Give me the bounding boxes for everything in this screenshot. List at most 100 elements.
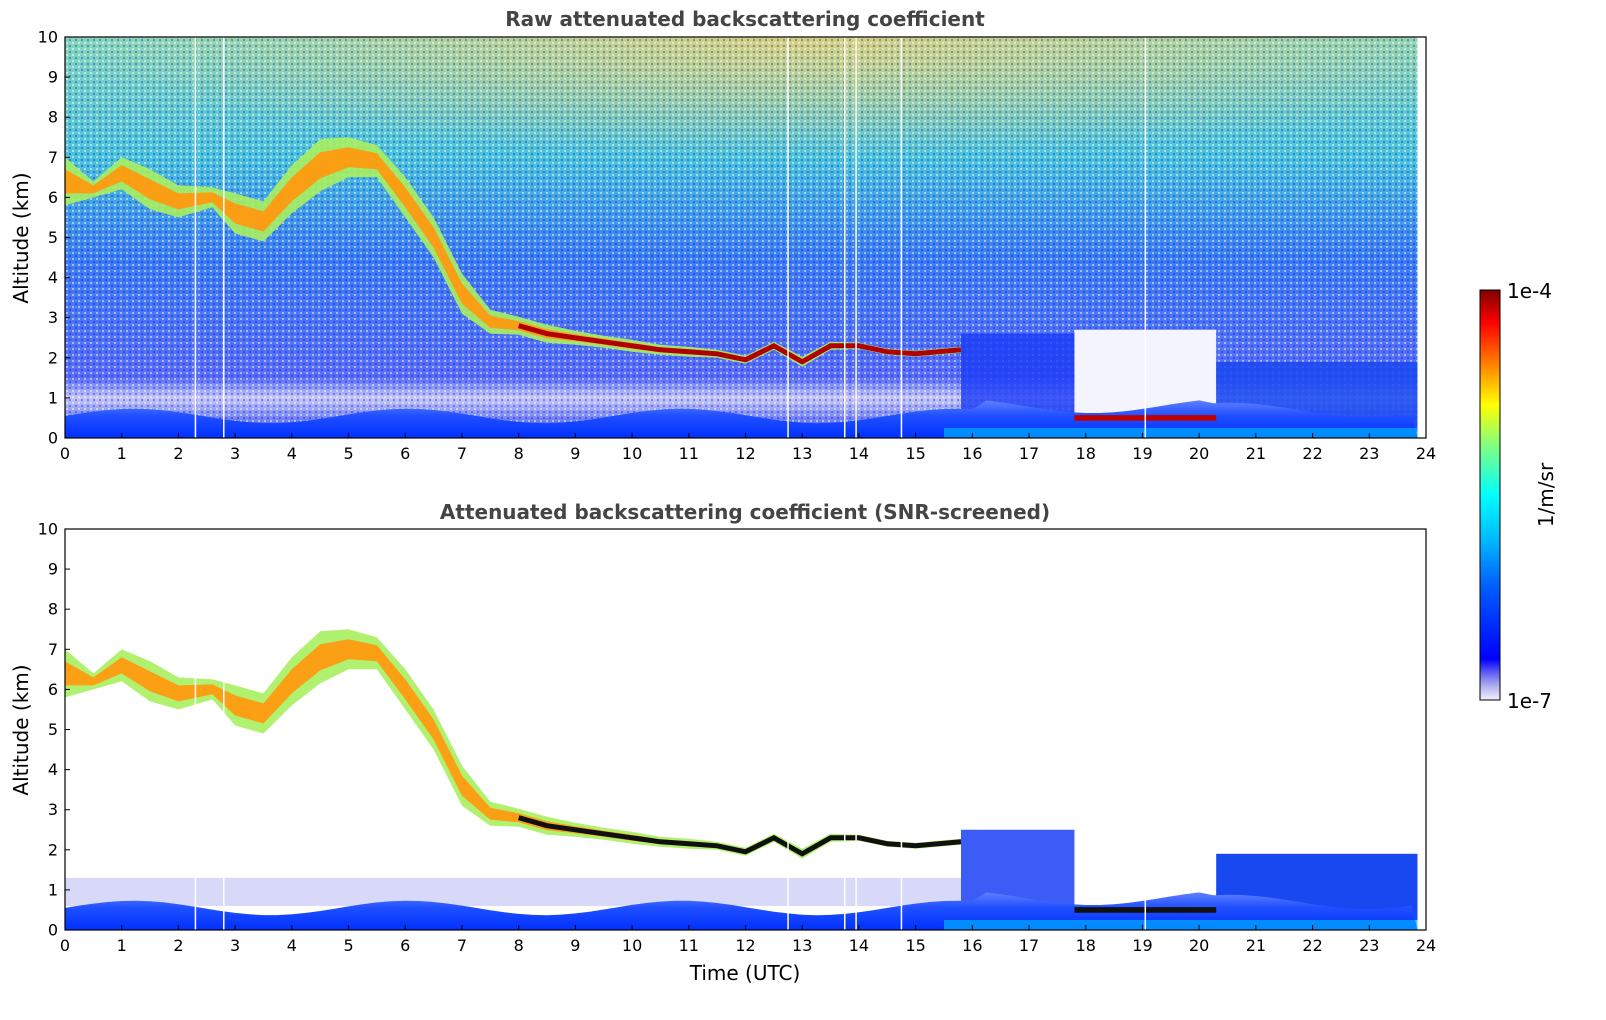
y-tick-label: 2 bbox=[48, 840, 58, 859]
top-y-axis-label: Altitude (km) bbox=[9, 172, 33, 303]
y-tick-label: 7 bbox=[48, 148, 58, 167]
x-tick-label: 17 bbox=[1019, 936, 1039, 955]
colorbar: 1e-4 1e-7 1/m/sr bbox=[1479, 279, 1558, 713]
x-tick-label: 4 bbox=[287, 936, 297, 955]
x-tick-label: 3 bbox=[230, 936, 240, 955]
cloud-layer-core bbox=[65, 639, 961, 857]
x-tick-label: 5 bbox=[343, 444, 353, 463]
x-tick-label: 18 bbox=[1076, 936, 1096, 955]
y-tick-label: 9 bbox=[48, 68, 58, 87]
x-tick-label: 8 bbox=[514, 936, 524, 955]
x-tick-label: 5 bbox=[343, 936, 353, 955]
x-tick-label: 23 bbox=[1359, 444, 1379, 463]
x-tick-label: 22 bbox=[1302, 444, 1322, 463]
y-tick-label: 0 bbox=[48, 429, 58, 448]
y-tick-label: 3 bbox=[48, 800, 58, 819]
x-tick-label: 8 bbox=[514, 444, 524, 463]
x-tick-label: 16 bbox=[962, 444, 982, 463]
snr-screened-panel: Attenuated backscattering coefficient (S… bbox=[9, 500, 1436, 985]
aerosol-region-evening bbox=[960, 829, 1075, 906]
x-tick-label: 18 bbox=[1076, 444, 1096, 463]
y-tick-label: 8 bbox=[48, 600, 58, 619]
cloud-base-line bbox=[518, 323, 962, 365]
x-tick-label: 7 bbox=[457, 936, 467, 955]
x-tick-label: 12 bbox=[735, 936, 755, 955]
cloud-layer-core bbox=[65, 147, 961, 365]
x-tick-label: 21 bbox=[1246, 936, 1266, 955]
y-tick-label: 4 bbox=[48, 760, 58, 779]
bottom-panel-title: Attenuated backscattering coefficient (S… bbox=[440, 500, 1050, 524]
x-tick-label: 9 bbox=[570, 444, 580, 463]
x-tick-label: 2 bbox=[173, 444, 183, 463]
y-tick-label: 3 bbox=[48, 308, 58, 327]
x-tick-label: 20 bbox=[1189, 444, 1209, 463]
x-axis-label: Time (UTC) bbox=[689, 961, 801, 985]
y-tick-label: 7 bbox=[48, 640, 58, 659]
screened-background bbox=[65, 529, 1426, 930]
x-tick-label: 4 bbox=[287, 444, 297, 463]
x-tick-label: 19 bbox=[1132, 444, 1152, 463]
y-tick-label: 8 bbox=[48, 108, 58, 127]
x-tick-label: 14 bbox=[849, 444, 869, 463]
y-tick-label: 6 bbox=[48, 188, 58, 207]
x-tick-label: 7 bbox=[457, 444, 467, 463]
x-tick-label: 12 bbox=[735, 444, 755, 463]
colorbar-gradient bbox=[1479, 289, 1501, 701]
x-tick-label: 0 bbox=[60, 444, 70, 463]
x-tick-label: 23 bbox=[1359, 936, 1379, 955]
colorbar-unit-label: 1/m/sr bbox=[1534, 462, 1558, 527]
x-tick-label: 6 bbox=[400, 936, 410, 955]
y-tick-label: 5 bbox=[48, 720, 58, 739]
y-tick-label: 5 bbox=[48, 228, 58, 247]
x-tick-label: 0 bbox=[60, 936, 70, 955]
y-tick-label: 10 bbox=[38, 28, 58, 47]
raw-backscatter-heatmap bbox=[65, 37, 1418, 438]
x-tick-label: 24 bbox=[1416, 936, 1436, 955]
x-tick-label: 14 bbox=[849, 936, 869, 955]
residual-layer bbox=[65, 877, 961, 906]
y-tick-label: 6 bbox=[48, 680, 58, 699]
cloud-base-line bbox=[518, 815, 962, 857]
x-tick-label: 24 bbox=[1416, 444, 1436, 463]
top-x-axis: 0 1 2 3 4 5 6 7 8 9 10 11 12 13 14 15 16 17 18 19 20 21 22 23 24 bbox=[60, 433, 1436, 463]
x-tick-label: 13 bbox=[792, 444, 812, 463]
bottom-y-axis-label: Altitude (km) bbox=[9, 664, 33, 795]
x-tick-label: 10 bbox=[622, 936, 642, 955]
aerosol-region-evening bbox=[960, 333, 1075, 418]
x-tick-label: 16 bbox=[962, 936, 982, 955]
y-tick-label: 0 bbox=[48, 921, 58, 940]
x-tick-label: 10 bbox=[622, 444, 642, 463]
x-tick-label: 19 bbox=[1132, 936, 1152, 955]
bottom-y-axis: 0 1 2 3 4 5 6 7 8 9 10 bbox=[38, 520, 70, 940]
y-tick-label: 1 bbox=[48, 880, 58, 899]
y-tick-label: 9 bbox=[48, 560, 58, 579]
x-tick-label: 21 bbox=[1246, 444, 1266, 463]
x-tick-label: 15 bbox=[905, 444, 925, 463]
y-tick-label: 2 bbox=[48, 348, 58, 367]
surface-layer bbox=[943, 919, 1418, 930]
snr-screened-heatmap bbox=[65, 529, 1426, 930]
x-tick-label: 3 bbox=[230, 444, 240, 463]
x-tick-label: 11 bbox=[679, 936, 699, 955]
y-tick-label: 4 bbox=[48, 268, 58, 287]
top-y-axis: 0 1 2 3 4 5 6 7 8 9 10 bbox=[38, 28, 70, 448]
top-panel-title: Raw attenuated backscattering coefficien… bbox=[505, 7, 985, 31]
bottom-x-axis: 0 1 2 3 4 5 6 7 8 9 10 11 12 13 14 15 16 17 18 19 20 21 22 23 24 bbox=[60, 925, 1436, 955]
x-tick-label: 6 bbox=[400, 444, 410, 463]
x-tick-label: 20 bbox=[1189, 936, 1209, 955]
x-tick-label: 17 bbox=[1019, 444, 1039, 463]
x-tick-label: 9 bbox=[570, 936, 580, 955]
y-tick-label: 1 bbox=[48, 388, 58, 407]
x-tick-label: 2 bbox=[173, 936, 183, 955]
x-tick-label: 22 bbox=[1302, 936, 1322, 955]
colorbar-min-label: 1e-7 bbox=[1507, 689, 1552, 713]
colorbar-max-label: 1e-4 bbox=[1507, 279, 1552, 303]
raw-backscatter-panel: Raw attenuated backscattering coefficien… bbox=[9, 7, 1436, 463]
x-tick-label: 11 bbox=[679, 444, 699, 463]
x-tick-label: 1 bbox=[117, 444, 127, 463]
x-tick-label: 1 bbox=[117, 936, 127, 955]
surface-layer bbox=[943, 427, 1418, 438]
y-tick-label: 10 bbox=[38, 520, 58, 539]
x-tick-label: 13 bbox=[792, 936, 812, 955]
